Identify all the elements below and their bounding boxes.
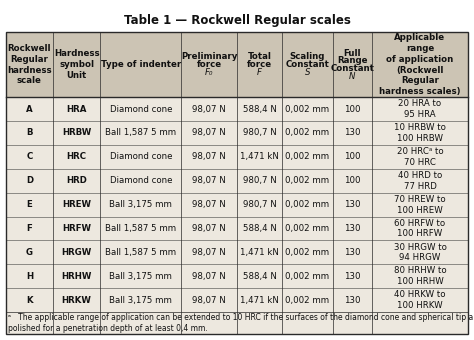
- Text: 98,07 N: 98,07 N: [192, 129, 226, 137]
- Text: Full: Full: [343, 49, 361, 57]
- Text: 588,4 N: 588,4 N: [243, 105, 276, 114]
- Text: 130: 130: [344, 296, 360, 305]
- Text: 130: 130: [344, 272, 360, 281]
- Text: K: K: [26, 296, 33, 305]
- Text: 0,002 mm: 0,002 mm: [285, 176, 329, 185]
- Text: H: H: [26, 272, 33, 281]
- Text: 130: 130: [344, 248, 360, 257]
- Text: F₀: F₀: [205, 68, 213, 77]
- Text: Constant: Constant: [330, 64, 374, 73]
- Text: 980,7 N: 980,7 N: [243, 176, 276, 185]
- Text: B: B: [26, 129, 33, 137]
- Text: Hardness
symbol
Unit: Hardness symbol Unit: [54, 49, 100, 80]
- Text: 20 HRCᵃ to
70 HRC: 20 HRCᵃ to 70 HRC: [397, 147, 443, 167]
- Text: Range: Range: [337, 56, 367, 65]
- Text: HRD: HRD: [66, 176, 87, 185]
- Text: 70 HREW to
100 HREW: 70 HREW to 100 HREW: [394, 195, 446, 215]
- Text: Rockwell
Regular
hardness
scale: Rockwell Regular hardness scale: [7, 44, 52, 85]
- Text: HRA: HRA: [66, 105, 87, 114]
- Bar: [6, 32, 468, 334]
- Text: 98,07 N: 98,07 N: [192, 296, 226, 305]
- Text: 0,002 mm: 0,002 mm: [285, 296, 329, 305]
- Text: HRGW: HRGW: [62, 248, 92, 257]
- Text: Ball 1,587 5 mm: Ball 1,587 5 mm: [105, 248, 176, 257]
- Text: Diamond cone: Diamond cone: [109, 105, 172, 114]
- Text: 0,002 mm: 0,002 mm: [285, 248, 329, 257]
- Text: HRC: HRC: [67, 152, 87, 161]
- Text: force: force: [247, 60, 272, 69]
- Text: Ball 1,587 5 mm: Ball 1,587 5 mm: [105, 129, 176, 137]
- Text: Ball 1,587 5 mm: Ball 1,587 5 mm: [105, 224, 176, 233]
- Text: 40 HRD to
77 HRD: 40 HRD to 77 HRD: [398, 171, 442, 191]
- Text: 60 HRFW to
100 HRFW: 60 HRFW to 100 HRFW: [394, 219, 446, 238]
- Text: 98,07 N: 98,07 N: [192, 200, 226, 209]
- Text: Ball 3,175 mm: Ball 3,175 mm: [109, 200, 173, 209]
- Text: 98,07 N: 98,07 N: [192, 224, 226, 233]
- Text: 980,7 N: 980,7 N: [243, 129, 276, 137]
- Text: 588,4 N: 588,4 N: [243, 272, 276, 281]
- Text: D: D: [26, 176, 33, 185]
- Text: Table 1 — Rockwell Regular scales: Table 1 — Rockwell Regular scales: [124, 14, 350, 27]
- Text: 980,7 N: 980,7 N: [243, 200, 276, 209]
- Text: A: A: [26, 105, 33, 114]
- Text: 98,07 N: 98,07 N: [192, 152, 226, 161]
- Text: Scaling: Scaling: [290, 52, 325, 62]
- Text: 588,4 N: 588,4 N: [243, 224, 276, 233]
- Text: HRFW: HRFW: [62, 224, 91, 233]
- Text: 0,002 mm: 0,002 mm: [285, 200, 329, 209]
- Text: Ball 3,175 mm: Ball 3,175 mm: [109, 296, 173, 305]
- Text: 98,07 N: 98,07 N: [192, 248, 226, 257]
- Text: HREW: HREW: [62, 200, 91, 209]
- Text: 0,002 mm: 0,002 mm: [285, 224, 329, 233]
- Text: E: E: [27, 200, 32, 209]
- Text: 100: 100: [344, 176, 360, 185]
- Text: HRHW: HRHW: [62, 272, 92, 281]
- Text: Applicable
range
of application
(Rockwell
Regular
hardness scales): Applicable range of application (Rockwel…: [379, 33, 461, 96]
- Text: HRKW: HRKW: [62, 296, 91, 305]
- Text: 0,002 mm: 0,002 mm: [285, 129, 329, 137]
- Bar: [6, 32, 468, 97]
- Text: 0,002 mm: 0,002 mm: [285, 152, 329, 161]
- Text: 1,471 kN: 1,471 kN: [240, 296, 279, 305]
- Text: 130: 130: [344, 200, 360, 209]
- Text: 1,471 kN: 1,471 kN: [240, 152, 279, 161]
- Text: Ball 3,175 mm: Ball 3,175 mm: [109, 272, 173, 281]
- Text: 98,07 N: 98,07 N: [192, 105, 226, 114]
- Text: 1,471 kN: 1,471 kN: [240, 248, 279, 257]
- Text: Diamond cone: Diamond cone: [109, 176, 172, 185]
- Text: 40 HRKW to
100 HRKW: 40 HRKW to 100 HRKW: [394, 290, 446, 310]
- Text: 10 HRBW to
100 HRBW: 10 HRBW to 100 HRBW: [394, 123, 446, 143]
- Text: ᵃ   The applicable range of application can be extended to 10 HRC if the surface: ᵃ The applicable range of application ca…: [8, 313, 474, 333]
- Text: G: G: [26, 248, 33, 257]
- Text: 100: 100: [344, 105, 360, 114]
- Bar: [6, 32, 468, 334]
- Text: Diamond cone: Diamond cone: [109, 152, 172, 161]
- Text: Total: Total: [248, 52, 272, 62]
- Text: 130: 130: [344, 224, 360, 233]
- Text: 30 HRGW to
94 HRGW: 30 HRGW to 94 HRGW: [393, 242, 447, 262]
- Text: 98,07 N: 98,07 N: [192, 272, 226, 281]
- Text: 80 HRHW to
100 HRHW: 80 HRHW to 100 HRHW: [394, 267, 447, 286]
- Text: force: force: [197, 60, 222, 69]
- Text: C: C: [26, 152, 32, 161]
- Text: 100: 100: [344, 152, 360, 161]
- Text: 130: 130: [344, 129, 360, 137]
- Text: Type of indenter: Type of indenter: [101, 60, 181, 69]
- Text: 0,002 mm: 0,002 mm: [285, 272, 329, 281]
- Text: 20 HRA to
95 HRA: 20 HRA to 95 HRA: [399, 99, 442, 119]
- Text: Constant: Constant: [285, 60, 329, 69]
- Text: 0,002 mm: 0,002 mm: [285, 105, 329, 114]
- Text: N: N: [349, 72, 356, 81]
- Text: Preliminary: Preliminary: [181, 52, 237, 62]
- Text: 98,07 N: 98,07 N: [192, 176, 226, 185]
- Text: F: F: [257, 68, 262, 77]
- Text: HRBW: HRBW: [62, 129, 91, 137]
- Text: F: F: [27, 224, 32, 233]
- Text: S: S: [305, 68, 310, 77]
